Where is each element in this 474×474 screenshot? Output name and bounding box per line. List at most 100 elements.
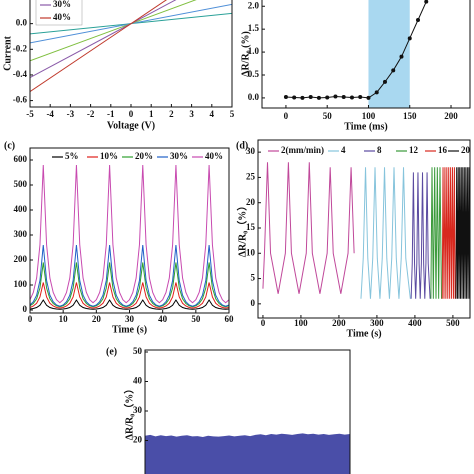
y-tick-label: 500: [14, 179, 28, 189]
data-point: [382, 79, 387, 84]
legend-label: 5%: [65, 151, 79, 161]
data-point: [391, 68, 396, 73]
data-point: [366, 95, 371, 100]
data-point: [399, 54, 404, 59]
series-line: [30, 282, 229, 309]
x-tick-label: 0: [284, 111, 289, 121]
y-tick-label: 1.0: [248, 46, 260, 56]
x-tick-label: 500: [446, 318, 460, 328]
x-tick-label: 2: [169, 109, 174, 119]
y-tick-label: 40: [133, 376, 143, 386]
legend-label: 12: [409, 145, 419, 155]
x-tick-label: 100: [294, 318, 308, 328]
y-tick-label: 200: [14, 254, 28, 264]
series-line: [441, 167, 456, 299]
legend-label: 30%: [170, 151, 188, 161]
x-tick-label: 30: [125, 314, 135, 324]
x-tick-label: 50: [191, 314, 201, 324]
data-point: [333, 94, 338, 99]
x-tick-label: 400: [408, 318, 422, 328]
series-line: [410, 172, 431, 299]
y-tick-label: 400: [14, 204, 28, 214]
legend-box: [35, 0, 83, 26]
y-axis-title: ΔR/R₀ (%): [240, 31, 251, 77]
series-line: [430, 167, 443, 299]
area: [145, 433, 350, 474]
y-axis-title: Current: [2, 35, 13, 70]
x-tick-label: 1: [149, 109, 154, 119]
y-tick-label: 600: [14, 154, 28, 164]
series-line: [262, 162, 355, 294]
plot-area: [30, 164, 229, 310]
y-tick-label: 2.0: [248, 0, 260, 10]
x-tick-label: 5: [230, 109, 235, 119]
series-line: [30, 0, 168, 93]
y-axis-title: ΔR/R₀（%）: [235, 201, 248, 258]
x-tick-label: -5: [26, 109, 34, 119]
y-tick-label: 30: [133, 405, 143, 415]
y-tick-label: 1.5: [248, 23, 260, 33]
y-tick-label: 30: [246, 146, 256, 156]
x-tick-label: 4: [210, 109, 215, 119]
legend-label: 40%: [53, 12, 71, 22]
legend-label: 20: [461, 145, 471, 155]
y-tick-label: 0: [23, 304, 28, 314]
x-axis-title: Time (s): [346, 328, 381, 339]
y-tick-label: -0.6: [13, 95, 28, 105]
x-tick-label: 150: [403, 111, 417, 121]
series-line: [360, 167, 411, 299]
legend-label: 10%: [100, 151, 118, 161]
legend-label: 16: [438, 145, 448, 155]
panel: 20 30 40 50 ΔR/R₀（%） (e): [106, 346, 351, 474]
legend-label: 30%: [53, 0, 71, 9]
plot-frame: [29, 147, 230, 314]
x-tick-label: 60: [225, 314, 235, 324]
plot-area: [283, 0, 429, 108]
x-axis-title: Voltage (V): [107, 120, 155, 131]
y-tick-label: 100: [14, 279, 28, 289]
y-tick-label: 300: [14, 229, 28, 239]
x-tick-label: -3: [67, 109, 75, 119]
data-point: [283, 95, 288, 99]
x-tick-label: 200: [444, 111, 458, 121]
x-tick-label: 0: [129, 109, 134, 119]
y-tick-label: 5: [251, 273, 256, 283]
series-line: [30, 262, 229, 308]
legend-label: 2(mm/min): [281, 145, 324, 155]
panel-label: (c): [4, 140, 15, 151]
series-line: [30, 244, 229, 307]
y-tick-label: 10: [246, 247, 256, 257]
data-point: [407, 36, 412, 41]
y-axis-title: ΔR/R₀（%）: [122, 384, 135, 441]
data-point: [341, 95, 346, 99]
panel-label: (e): [106, 346, 117, 357]
panel: -5 -4 -3 -2 -1 0 1 2 3 4 5 -0.6 -0.4 -0.2 0.0 Voltage (…: [2, 0, 235, 131]
shaded-region: [368, 0, 410, 108]
data-point: [374, 90, 379, 95]
data-point: [424, 0, 429, 4]
y-tick-label: 25: [246, 171, 256, 181]
data-point: [358, 95, 363, 99]
data-point: [308, 95, 313, 99]
x-axis-title: Time (s): [112, 324, 147, 335]
y-tick-label: 50: [133, 346, 143, 356]
panel-label: (d): [236, 140, 248, 151]
data-point: [416, 18, 420, 22]
x-tick-label: 0: [261, 318, 266, 328]
y-tick-label: 0.0: [248, 92, 260, 102]
x-tick-label: 0: [28, 314, 33, 324]
x-tick-label: 40: [158, 314, 168, 324]
plot-frame: [261, 0, 471, 109]
y-tick-label: 20: [133, 435, 143, 445]
x-tick-label: 200: [332, 318, 346, 328]
x-tick-label: 100: [362, 111, 376, 121]
data-point: [316, 95, 321, 100]
legend-label: 8: [377, 145, 382, 155]
plot-frame: [257, 139, 471, 319]
data-point: [325, 95, 330, 100]
y-tick-label: 15: [246, 222, 256, 232]
series-line: [455, 167, 470, 299]
legend-label: 40%: [205, 151, 223, 161]
